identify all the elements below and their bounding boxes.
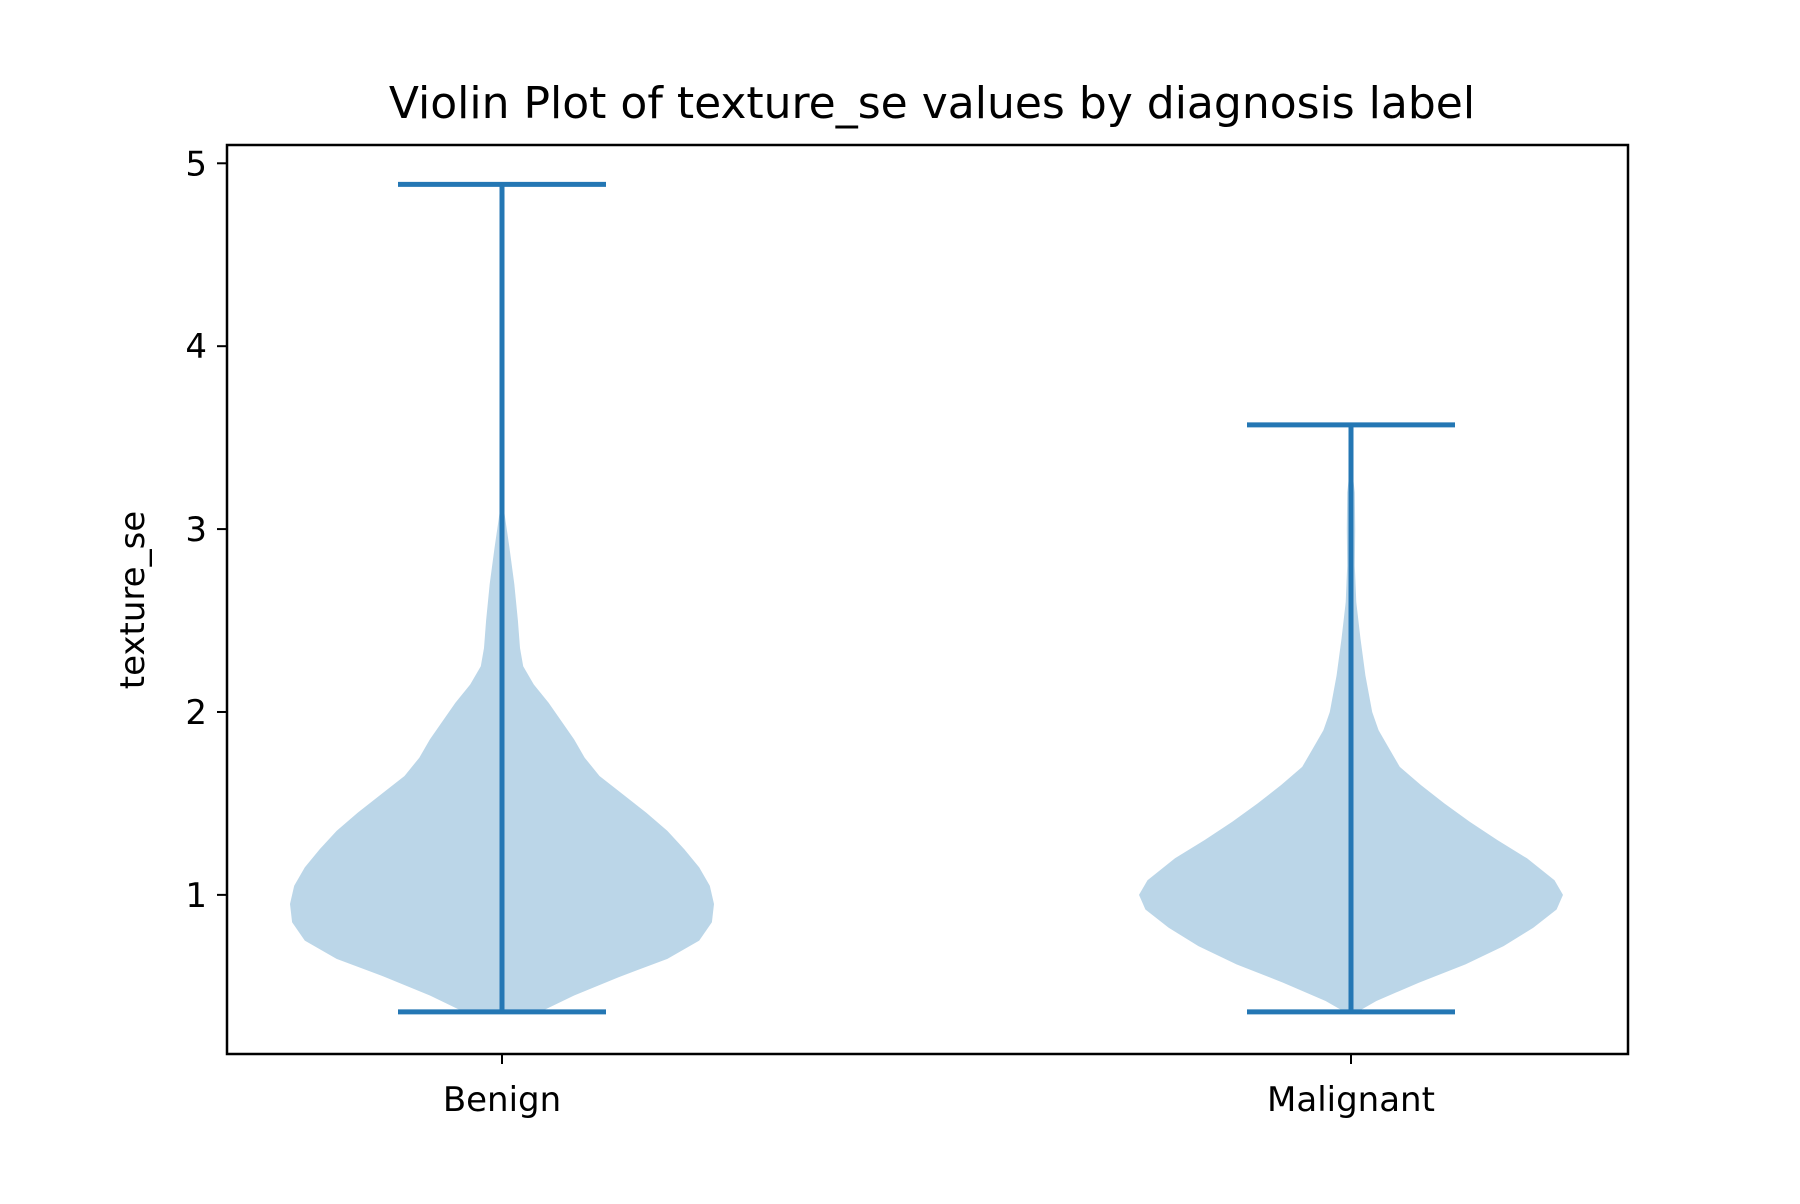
y-tick-label: 5 xyxy=(185,144,207,184)
y-tick-label: 1 xyxy=(185,876,207,916)
plot-frame xyxy=(225,143,1630,1056)
x-tick-label-malignant: Malignant xyxy=(1267,1080,1435,1120)
violin-lines-layer xyxy=(398,181,1455,1015)
x-tick-label-benign: Benign xyxy=(443,1080,561,1120)
y-axis-label: texture_se xyxy=(113,511,153,689)
axes-layer: 1 2 3 4 5 Benign Malignant xyxy=(185,143,1630,1120)
chart-title: Violin Plot of texture_se values by diag… xyxy=(389,78,1475,129)
violins-layer xyxy=(290,463,1563,1012)
y-tick-label: 2 xyxy=(185,693,207,733)
y-tick-label: 3 xyxy=(185,510,207,550)
y-tick-label: 4 xyxy=(185,327,207,367)
